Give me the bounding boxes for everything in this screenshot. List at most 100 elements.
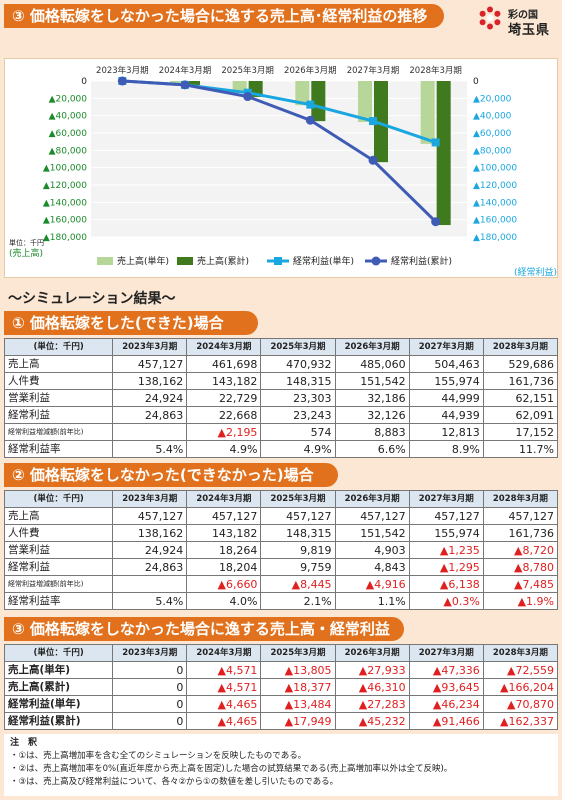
table-cell: 62,151 — [482, 389, 559, 407]
row-label: 売上高(累計) — [3, 678, 114, 696]
column-header: 2026年3月期 — [334, 644, 410, 662]
table-cell: 9,819 — [260, 541, 336, 559]
table-cell: ▲27,933 — [334, 661, 410, 679]
section2-header: ② 価格転嫁をしなかった(できなかった)場合 — [4, 463, 338, 487]
table-cell: ▲162,337 — [482, 712, 559, 730]
table-row: 人件費 138,162 143,182 148,315 151,542 155,974 16… — [3, 524, 559, 542]
chart-section-header: ③ 価格転嫁をしなかった場合に逸する売上高･経常利益の推移 — [4, 4, 444, 28]
y-tick-label-right: ▲100,000 — [473, 164, 517, 174]
table-cell: 470,932 — [260, 355, 336, 373]
row-label: 経常利益(累計) — [3, 712, 114, 730]
table-row: 経常利益 24,863 22,668 23,243 32,126 44,939 62,091 — [3, 406, 559, 424]
table-cell: 0 — [112, 695, 188, 713]
legend-label: 売上高(単年) — [117, 255, 169, 267]
table-cell: ▲6,660 — [186, 575, 262, 593]
table-cell: 24,863 — [112, 406, 188, 424]
y-tick-label-left: ▲140,000 — [43, 198, 87, 208]
column-header: 2028年3月期 — [482, 338, 559, 356]
section1-table: (単位：千円) 2023年3月期 2024年3月期 2025年3月期 2026年3月期 2… — [3, 338, 559, 458]
table-cell: 0 — [112, 678, 188, 696]
section2-table: (単位：千円) 2023年3月期 2024年3月期 2025年3月期 2026年3月期 2… — [3, 490, 559, 610]
table-row: 経常利益(累計) 0 ▲4,465 ▲17,949 ▲45,232 ▲91,466 ▲162… — [3, 712, 559, 730]
table-row: 経常利益増減額(前年比) ▲6,660 ▲8,445 ▲4,916 ▲6,138 ▲7,4… — [3, 575, 559, 593]
table-row: 営業利益 24,924 22,729 23,303 32,186 44,999 62,151 — [3, 389, 559, 407]
saitama-logo: 彩の国 埼玉県 — [478, 6, 558, 40]
table-cell: ▲27,283 — [334, 695, 410, 713]
table-cell: 151,542 — [334, 372, 410, 390]
table-cell: ▲2,195 — [186, 423, 262, 441]
saitama-emblem-icon — [479, 6, 501, 30]
table-cell: 8,883 — [334, 423, 410, 441]
table-cell: 457,127 — [482, 507, 559, 525]
y-tick-label-left: ▲100,000 — [43, 164, 87, 174]
table-cell: 32,186 — [334, 389, 410, 407]
table-cell: ▲4,571 — [186, 661, 262, 679]
table-cell: ▲6,138 — [408, 575, 484, 593]
table-cell: 155,974 — [408, 372, 484, 390]
row-label: 経常利益(単年) — [3, 695, 114, 713]
y-tick-label-left: ▲160,000 — [43, 216, 87, 226]
note-line: ・②は、売上高増加率を0%(直近年度から売上高を固定)した場合の試算結果である(… — [10, 764, 453, 774]
column-header: (単位：千円) — [3, 338, 114, 356]
table-header-row: (単位：千円) 2023年3月期 2024年3月期 2025年3月期 2026年3月期 2… — [3, 490, 559, 508]
table-cell: 504,463 — [408, 355, 484, 373]
line-marker — [431, 217, 441, 227]
table-cell: ▲93,645 — [408, 678, 484, 696]
bar — [420, 81, 435, 144]
notes-title: 注 釈 — [10, 738, 38, 748]
line-marker — [368, 155, 378, 165]
bar — [358, 81, 372, 123]
y-axis-label-right: (経常利益) — [514, 266, 557, 278]
column-header: 2023年3月期 — [112, 490, 188, 508]
table-cell: 32,126 — [334, 406, 410, 424]
x-tick-label: 2026年3月期 — [284, 65, 337, 76]
table-cell: 529,686 — [482, 355, 559, 373]
notes-box: 注 釈 ・①は、売上高増加率を含む全てのシミュレーションを反映したものである。 … — [4, 734, 558, 796]
table-row: 売上高 457,127 461,698 470,932 485,060 504,463 52… — [3, 355, 559, 373]
table-cell: 148,315 — [260, 372, 336, 390]
column-header: 2024年3月期 — [186, 644, 262, 662]
table-row: 人件費 138,162 143,182 148,315 151,542 155,974 16… — [3, 372, 559, 390]
column-header: 2023年3月期 — [112, 338, 188, 356]
simulation-title: ～シミュレーション結果～ — [8, 291, 176, 307]
table-cell — [112, 575, 188, 593]
column-header: 2025年3月期 — [260, 338, 336, 356]
bar — [311, 81, 326, 122]
table-cell: 24,924 — [112, 389, 188, 407]
table-cell: 4.9% — [260, 440, 336, 458]
legend-swatch — [97, 257, 113, 265]
row-label: 経常利益増減額(前年比) — [3, 575, 114, 593]
column-header: 2024年3月期 — [186, 490, 262, 508]
legend-label: 経常利益(累計) — [391, 255, 452, 267]
table-row: 経常利益増減額(前年比) ▲2,195 574 8,883 12,813 17,152 — [3, 423, 559, 441]
bar — [186, 81, 200, 85]
table-cell: 485,060 — [334, 355, 410, 373]
column-header: (単位：千円) — [3, 490, 114, 508]
table-cell: ▲4,571 — [186, 678, 262, 696]
table-cell: 44,999 — [408, 389, 484, 407]
row-label: 経常利益 — [3, 558, 114, 576]
note-line: ・③は、売上高及び経常利益について、各々②から①の数値を差し引いたものである。 — [10, 777, 339, 787]
column-header: 2025年3月期 — [260, 644, 336, 662]
y-tick-label-left: ▲180,000 — [43, 233, 87, 243]
row-label: 人件費 — [3, 372, 114, 390]
table-cell: 22,729 — [186, 389, 262, 407]
table-cell: 4,903 — [334, 541, 410, 559]
table-cell: 4,843 — [334, 558, 410, 576]
column-header: 2023年3月期 — [112, 644, 188, 662]
table-cell: 6.6% — [334, 440, 410, 458]
section1-header: ① 価格転嫁をした(できた)場合 — [4, 311, 258, 335]
logo-text-line1: 彩の国 — [508, 10, 538, 21]
table-cell: ▲7,485 — [482, 575, 559, 593]
plot-area — [91, 81, 467, 237]
table-header-row: (単位：千円) 2023年3月期 2024年3月期 2025年3月期 2026年3月期 2… — [3, 644, 559, 662]
line-marker — [431, 138, 440, 147]
table-cell: ▲17,949 — [260, 712, 336, 730]
table-cell: ▲4,465 — [186, 712, 262, 730]
y-tick-label-left: ▲40,000 — [49, 112, 88, 122]
line-marker — [306, 100, 315, 109]
y-tick-label-left: ▲20,000 — [49, 94, 88, 104]
row-label: 売上高 — [3, 355, 114, 373]
row-label: 営業利益 — [3, 389, 114, 407]
line-marker — [243, 92, 253, 102]
